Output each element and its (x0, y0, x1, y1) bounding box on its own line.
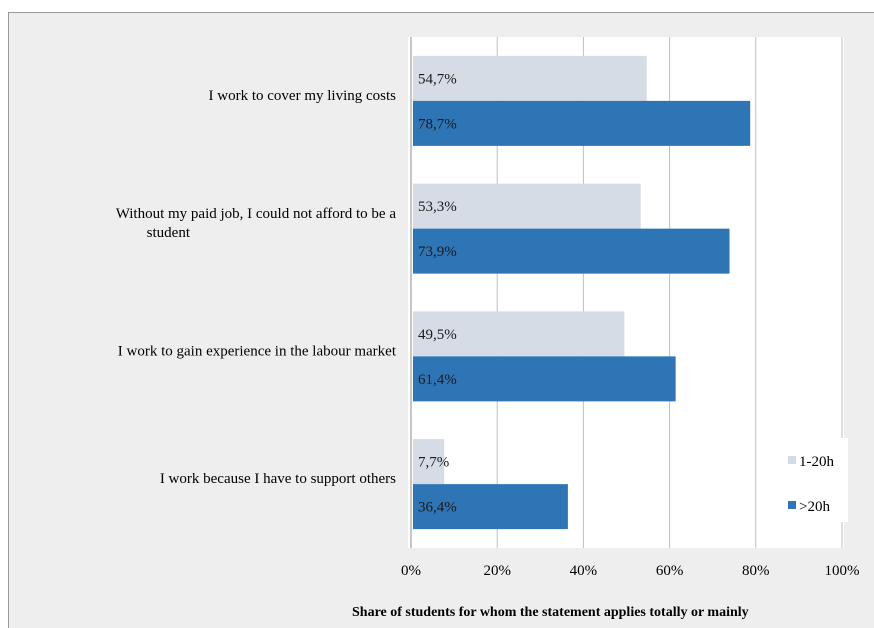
x-tick-label-20: 20% (483, 563, 511, 579)
data-label-3-1: 36,4% (418, 500, 457, 516)
data-label-3-0: 7,7% (418, 455, 449, 471)
bar-3-1 (413, 484, 568, 530)
category-label-line: I work to cover my living costs (209, 88, 397, 104)
x-tick-labels: 0% 20% 40% 60% 80% 100% (401, 563, 860, 579)
data-label-2-0: 49,5% (418, 327, 457, 343)
x-axis-title: Share of students for whom the statement… (352, 605, 749, 620)
bar-2-0 (413, 311, 625, 357)
category-label-2: I work to gain experience in the labour … (118, 343, 397, 359)
data-label-0-1: 78,7% (418, 116, 457, 132)
data-labels: 54,7% 78,7% 53,3% 73,9% 49,5% 61,4% 7,7% 36,4% (418, 71, 457, 515)
legend-label-1: >20h (799, 499, 830, 515)
category-label-1: Without my paid job, I could not afford … (116, 206, 397, 241)
data-label-0-0: 54,7% (418, 71, 457, 87)
bar-1-1 (413, 228, 730, 274)
legend-swatch-0 (788, 456, 796, 464)
category-labels: I work to cover my living costs Without m… (116, 88, 397, 487)
legend-swatch-1 (788, 501, 796, 509)
data-label-1-1: 73,9% (418, 244, 457, 260)
category-label-3: I work because I have to support others (160, 471, 396, 487)
legend-label-0: 1-20h (799, 454, 834, 470)
bar-0-0 (413, 55, 647, 101)
legend: 1-20h >20h (774, 438, 848, 522)
x-tick-label-100: 100% (825, 563, 860, 579)
bar-0-1 (413, 100, 751, 146)
x-tick-label-0: 0% (401, 563, 421, 579)
category-label-line: I work to gain experience in the labour … (118, 343, 397, 359)
x-tick-label-80: 80% (742, 563, 770, 579)
legend-box (774, 438, 848, 522)
category-label-line: Without my paid job, I could not afford … (116, 206, 397, 222)
bar-3-0 (413, 439, 445, 485)
x-tick-label-40: 40% (570, 563, 598, 579)
bar-1-0 (413, 183, 641, 229)
category-label-0: I work to cover my living costs (209, 88, 397, 104)
x-tick-label-60: 60% (656, 563, 684, 579)
category-label-line: I work because I have to support others (160, 471, 396, 487)
bar-2-1 (413, 356, 676, 402)
category-label-line: student (147, 225, 191, 241)
bars (413, 55, 751, 530)
data-label-2-1: 61,4% (418, 372, 457, 388)
data-label-1-0: 53,3% (418, 199, 457, 215)
